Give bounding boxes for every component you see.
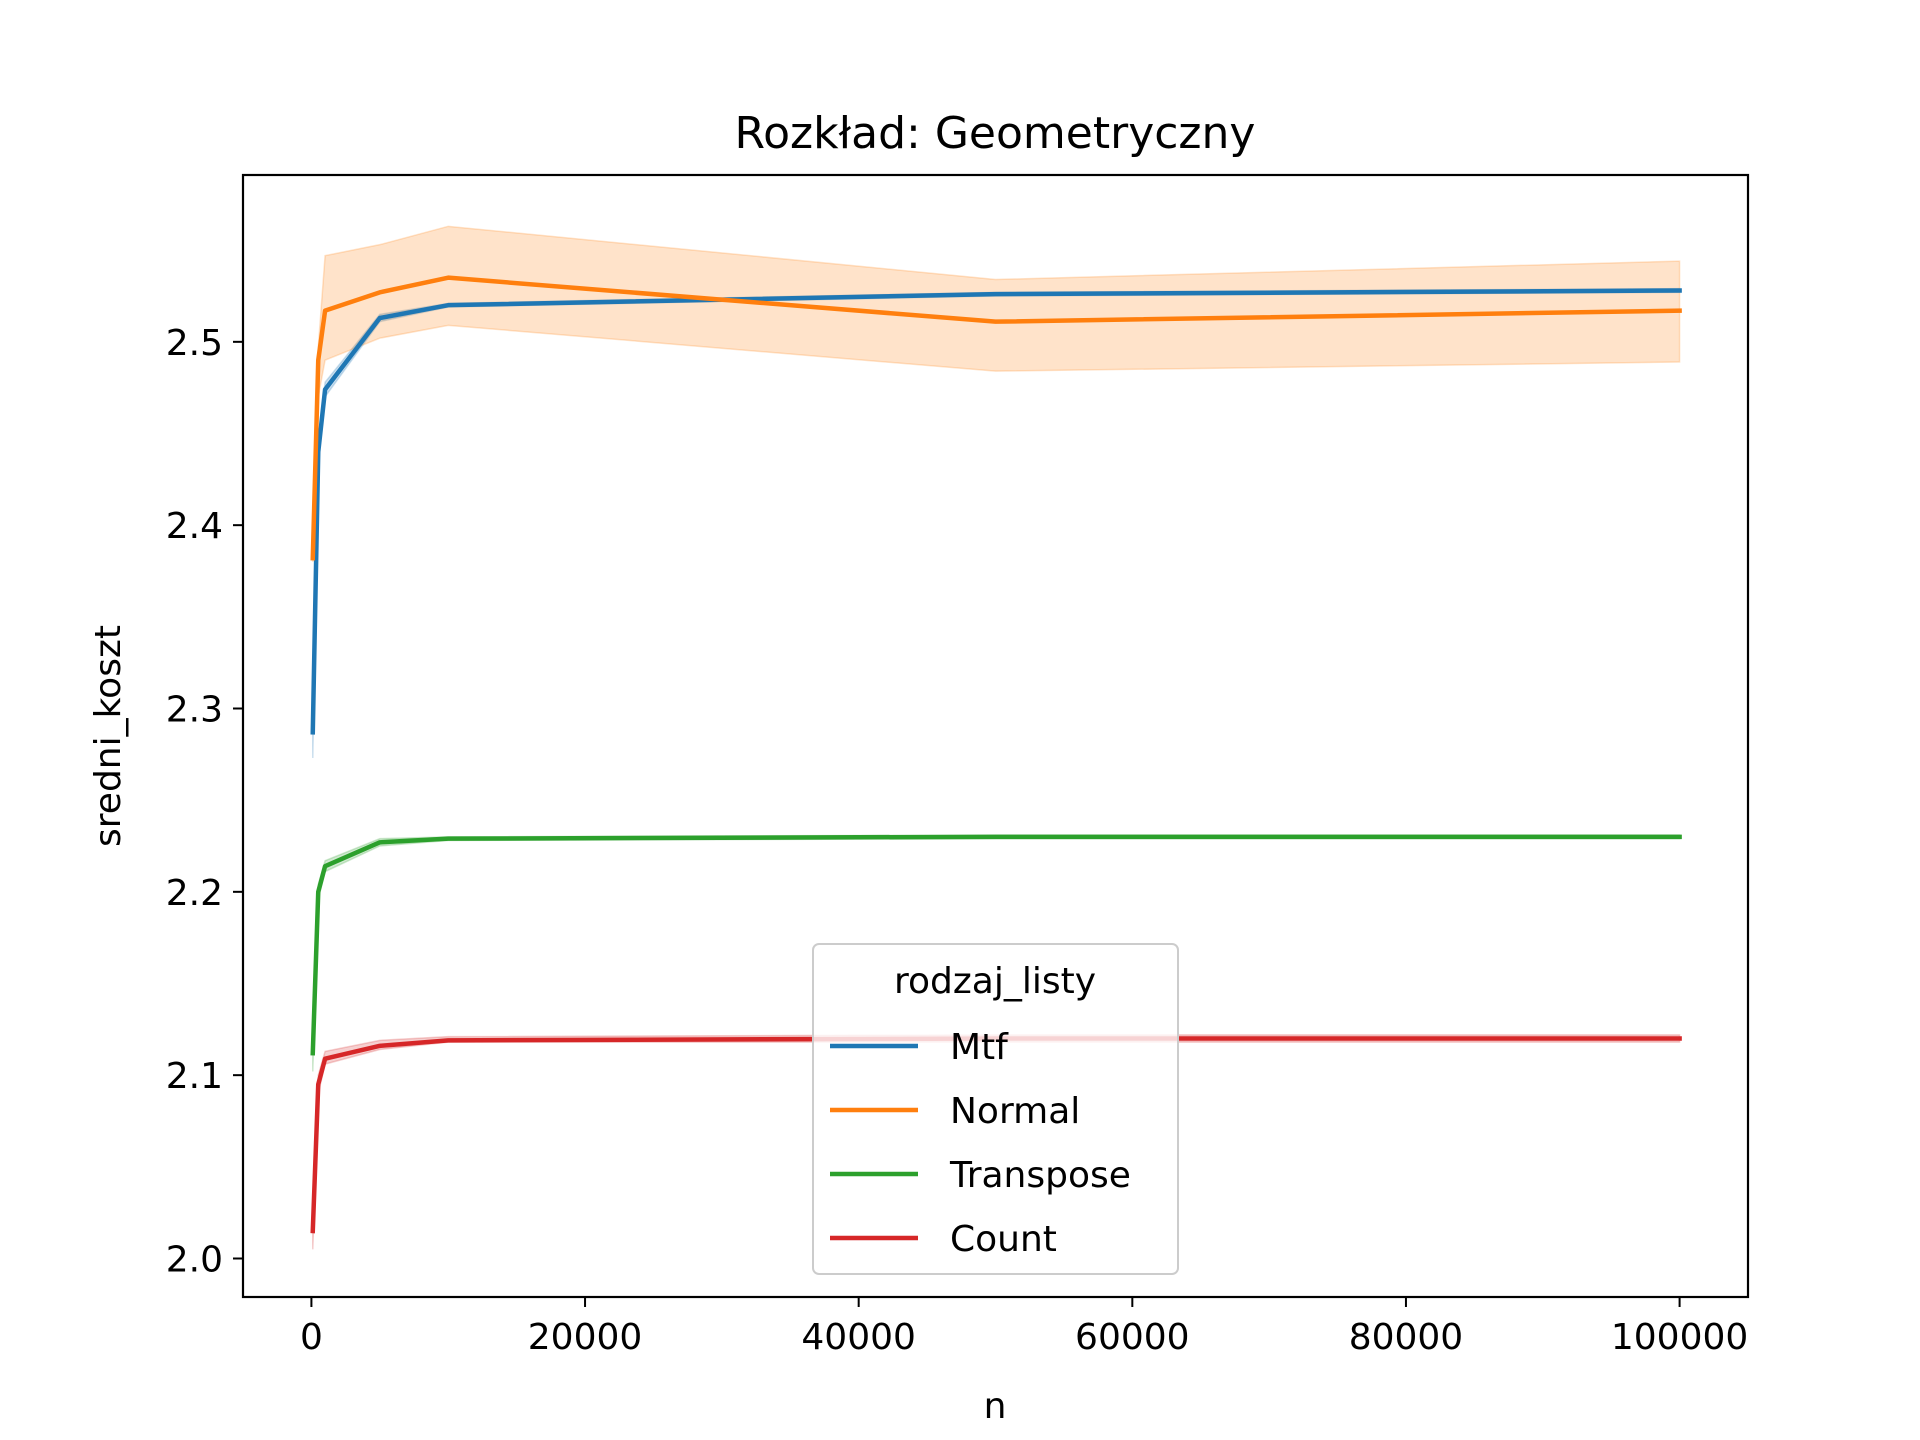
legend-label-mtf: Mtf — [950, 1027, 1009, 1068]
legend-label-transpose: Transpose — [949, 1155, 1131, 1196]
series-line-mtf — [310, 288, 1682, 735]
legend-box — [812, 943, 1179, 1275]
y-tick-label: 2.4 — [166, 506, 223, 547]
x-tick-label: 20000 — [528, 1317, 643, 1358]
series-line-normal — [310, 275, 1682, 561]
chart-title: Rozkład: Geometryczny — [735, 108, 1256, 159]
y-tick-label: 2.1 — [166, 1056, 223, 1097]
y-axis-ticks: 2.0 2.1 2.2 2.3 2.4 2.5 — [166, 323, 243, 1281]
plot-area-frame — [241, 173, 1750, 1299]
x-axis-ticks: 0 20000 40000 60000 80000 100000 — [300, 1297, 1748, 1358]
legend-label-normal: Normal — [950, 1091, 1080, 1132]
legend: rodzaj_listy Mtf Normal Transpose Count — [812, 943, 1179, 1275]
y-tick-label: 2.3 — [166, 690, 223, 731]
legend-items: Mtf Normal Transpose Count — [830, 1027, 1131, 1260]
legend-title: rodzaj_listy — [894, 961, 1096, 1002]
x-tick-label: 60000 — [1075, 1317, 1190, 1358]
x-tick-label: 40000 — [801, 1317, 916, 1358]
y-tick-label: 2.0 — [166, 1240, 223, 1281]
x-tick-label: 80000 — [1349, 1317, 1464, 1358]
x-axis-label: n — [984, 1386, 1007, 1427]
x-tick-label: 0 — [300, 1317, 323, 1358]
band-normal — [312, 225, 1681, 562]
y-tick-label: 2.5 — [166, 323, 223, 364]
y-axis-label: sredni_koszt — [88, 625, 129, 847]
series-line-transpose — [310, 834, 1682, 1056]
y-tick-label: 2.2 — [166, 873, 223, 914]
x-tick-label: 100000 — [1611, 1317, 1748, 1358]
legend-label-count: Count — [950, 1219, 1057, 1260]
